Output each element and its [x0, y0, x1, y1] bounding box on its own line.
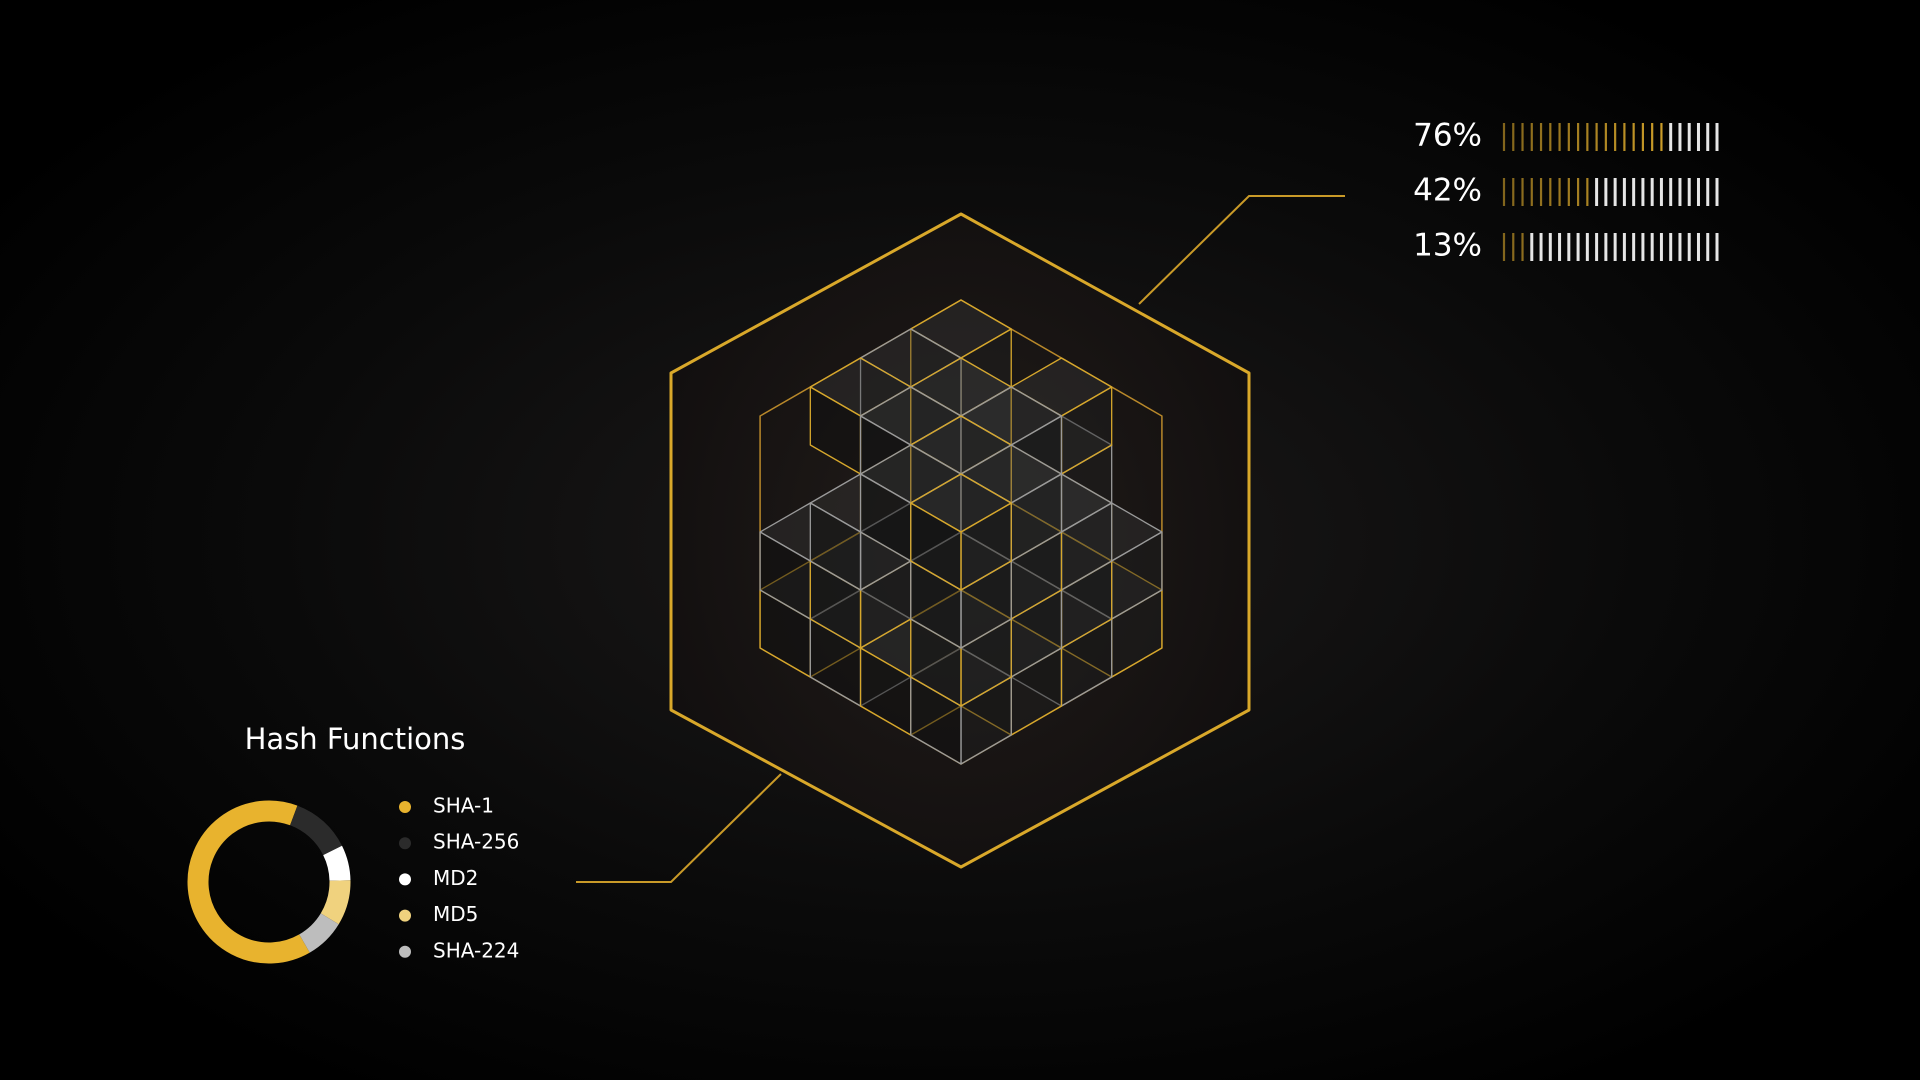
- connector-line: [576, 773, 782, 883]
- legend-swatch: [399, 909, 411, 922]
- legend-swatch: [399, 873, 411, 886]
- legend-label: MD5: [433, 902, 478, 926]
- cube-face: [910, 502, 962, 591]
- chart-title: Hash Functions: [245, 722, 466, 756]
- legend-label: SHA-256: [433, 830, 519, 854]
- meter-label: 42%: [1413, 173, 1482, 209]
- donut-segment: [323, 845, 351, 882]
- meter-label: 13%: [1413, 228, 1482, 264]
- legend-label: SHA-224: [433, 938, 519, 962]
- donut-segment: [320, 880, 351, 925]
- meter-bar: [1502, 178, 1719, 206]
- donut-segment: [298, 912, 339, 953]
- connector-line: [1138, 195, 1345, 305]
- legend-label: MD2: [433, 866, 478, 890]
- legend-label: SHA-1: [433, 794, 494, 818]
- legend-swatch: [399, 801, 411, 813]
- legend-swatch: [399, 837, 411, 850]
- meter-label: 76%: [1413, 118, 1482, 154]
- meter-bar: [1502, 123, 1719, 151]
- legend-swatch: [399, 945, 411, 958]
- meter-bar: [1502, 233, 1719, 261]
- donut-segment: [187, 800, 310, 964]
- cube-graphic: [759, 299, 1163, 765]
- donut-segment: [289, 805, 342, 856]
